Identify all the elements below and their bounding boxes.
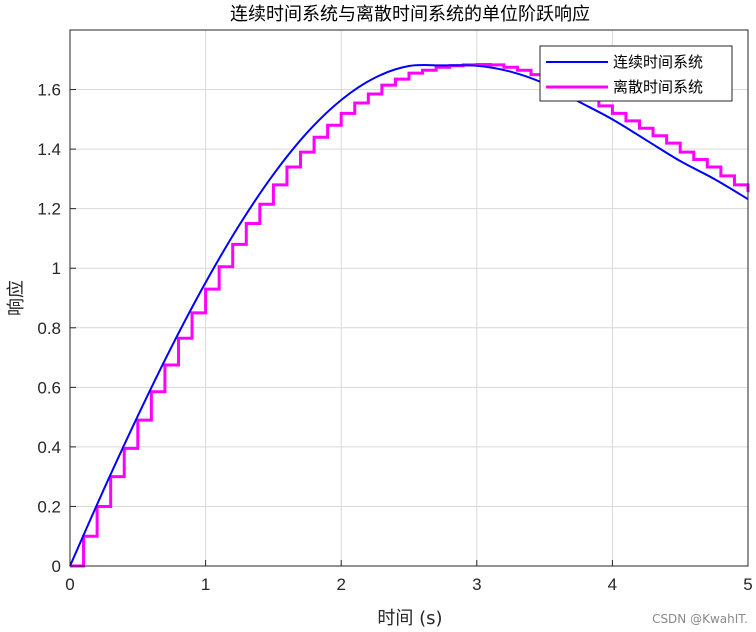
y-tick-label: 0 bbox=[52, 557, 61, 576]
x-tick-label: 5 bbox=[743, 575, 752, 594]
x-tick-label: 3 bbox=[472, 575, 481, 594]
x-tick-label: 1 bbox=[201, 575, 210, 594]
y-tick-label: 1.6 bbox=[37, 81, 61, 100]
x-tick-label: 4 bbox=[608, 575, 617, 594]
y-tick-label: 1 bbox=[52, 259, 61, 278]
y-tick-label: 0.4 bbox=[37, 438, 61, 457]
axis-ticks: 0 1 2 3 4 5 0 0.2 0.4 0.6 0.8 1 1.2 1.4 1.6 bbox=[37, 81, 752, 594]
y-tick-label: 0.2 bbox=[37, 497, 61, 516]
x-tick-label: 2 bbox=[336, 575, 345, 594]
y-tick-label: 0.6 bbox=[37, 378, 61, 397]
y-tick-label: 1.2 bbox=[37, 200, 61, 219]
grid-lines bbox=[69, 30, 749, 567]
legend-label-continuous: 连续时间系统 bbox=[613, 53, 703, 71]
plot-area bbox=[69, 63, 750, 568]
watermark: CSDN @KwahIT. bbox=[652, 612, 748, 626]
series-continuous-line bbox=[69, 63, 749, 567]
x-axis-label: 时间 (s) bbox=[377, 608, 442, 629]
y-axis-label: 响应 bbox=[6, 280, 27, 316]
chart-title: 连续时间系统与离散时间系统的单位阶跃响应 bbox=[230, 4, 590, 25]
y-tick-label: 1.4 bbox=[37, 140, 61, 159]
legend-box bbox=[539, 45, 733, 102]
legend-label-discrete: 离散时间系统 bbox=[613, 78, 703, 96]
series-discrete-stairs bbox=[70, 63, 750, 568]
x-tick-label: 0 bbox=[65, 575, 74, 594]
legend: 连续时间系统 离散时间系统 bbox=[539, 45, 733, 102]
axes-box bbox=[69, 29, 749, 567]
y-tick-label: 0.8 bbox=[37, 319, 61, 338]
